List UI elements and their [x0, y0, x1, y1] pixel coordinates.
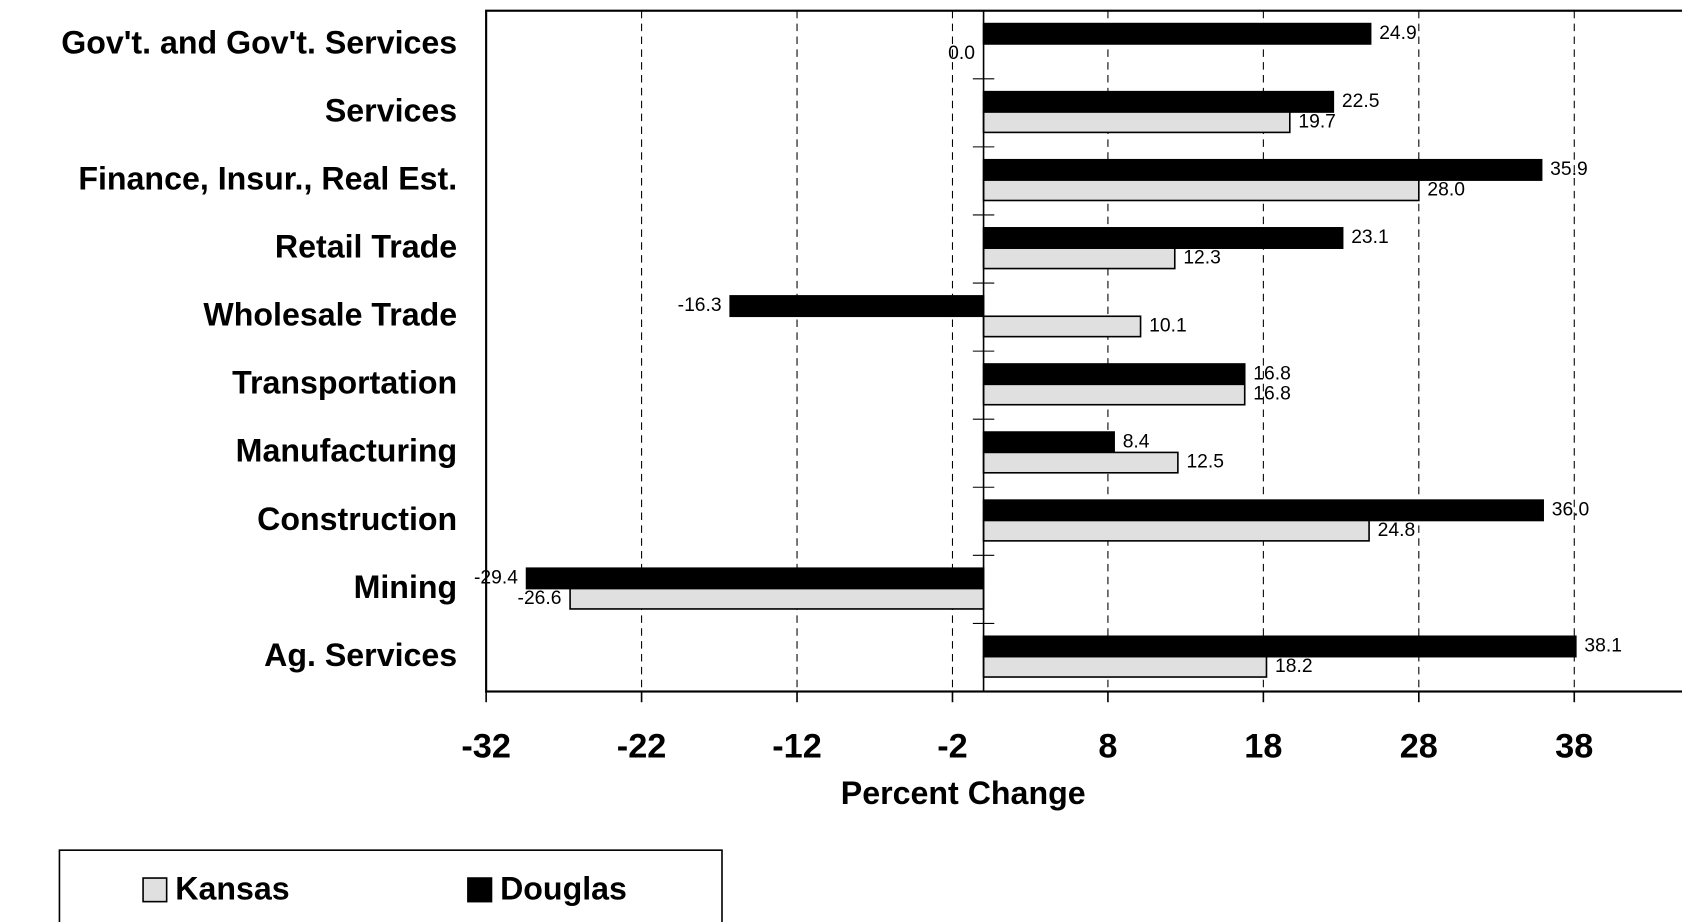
bar: [982, 111, 1291, 134]
value-label: 12.5: [1186, 452, 1224, 473]
bar: [982, 519, 1370, 542]
category-label: Mining: [354, 569, 458, 605]
x-tick-label: 28: [1400, 727, 1438, 765]
x-tick-label: -22: [617, 727, 667, 765]
category-label: Ag. Services: [264, 637, 457, 673]
x-tick-label: 38: [1555, 727, 1593, 765]
value-label: -29.4: [474, 567, 518, 588]
bar: [982, 315, 1142, 338]
bar: [982, 90, 1335, 113]
bar: [729, 295, 985, 318]
bar: [982, 635, 1577, 658]
value-label: 10.1: [1149, 316, 1187, 337]
legend-label: Kansas: [175, 870, 289, 906]
x-tick-label: 18: [1244, 727, 1282, 765]
value-label: -16.3: [678, 295, 722, 316]
bar: [982, 22, 1372, 45]
value-label: 24.8: [1378, 520, 1416, 541]
value-label: 36.0: [1552, 499, 1590, 520]
category-label: Services: [325, 92, 457, 128]
bar: [982, 499, 1544, 522]
bar: [982, 363, 1246, 386]
bar: [525, 567, 985, 590]
value-label: -26.6: [518, 588, 562, 609]
value-label: 35.9: [1550, 159, 1588, 180]
bar: [569, 587, 985, 610]
category-label: Gov't. and Gov't. Services: [61, 24, 457, 60]
bar: [982, 431, 1115, 454]
category-label: Wholesale Trade: [203, 297, 457, 333]
x-tick-label: -32: [461, 727, 511, 765]
bar: [982, 451, 1179, 474]
value-label: 24.9: [1379, 23, 1417, 44]
value-label: 28.0: [1427, 179, 1465, 200]
bar: [982, 247, 1176, 270]
value-label: 16.8: [1253, 384, 1291, 405]
plot-frame: [485, 9, 1682, 693]
category-label: Finance, Insur., Real Est.: [78, 160, 457, 196]
legend-label: Douglas: [500, 870, 627, 906]
legend-box: [58, 849, 723, 922]
bar: [982, 158, 1543, 181]
bar: [982, 655, 1268, 678]
value-label: 19.7: [1298, 111, 1336, 132]
bar: [982, 227, 1344, 249]
category-label: Manufacturing: [236, 433, 458, 469]
value-label: 16.8: [1253, 363, 1291, 384]
value-label: 12.3: [1183, 247, 1221, 268]
x-tick-label: -12: [772, 727, 822, 765]
value-label: 18.2: [1275, 656, 1313, 677]
bar: [982, 383, 1246, 406]
category-label: Transportation: [232, 365, 457, 401]
category-label: Construction: [257, 501, 457, 537]
value-label: 0.0: [948, 43, 975, 64]
bar: [982, 179, 1420, 202]
value-label: 23.1: [1351, 227, 1389, 248]
category-label: Retail Trade: [275, 228, 457, 264]
x-axis-title: Percent Change: [841, 775, 1086, 811]
value-label: 38.1: [1584, 636, 1622, 657]
x-tick-label: -2: [937, 727, 968, 765]
legend-swatch: [142, 877, 168, 903]
value-label: 22.5: [1342, 91, 1380, 112]
x-tick-label: 8: [1098, 727, 1117, 765]
legend-swatch: [467, 877, 493, 903]
value-label: 8.4: [1123, 431, 1150, 452]
